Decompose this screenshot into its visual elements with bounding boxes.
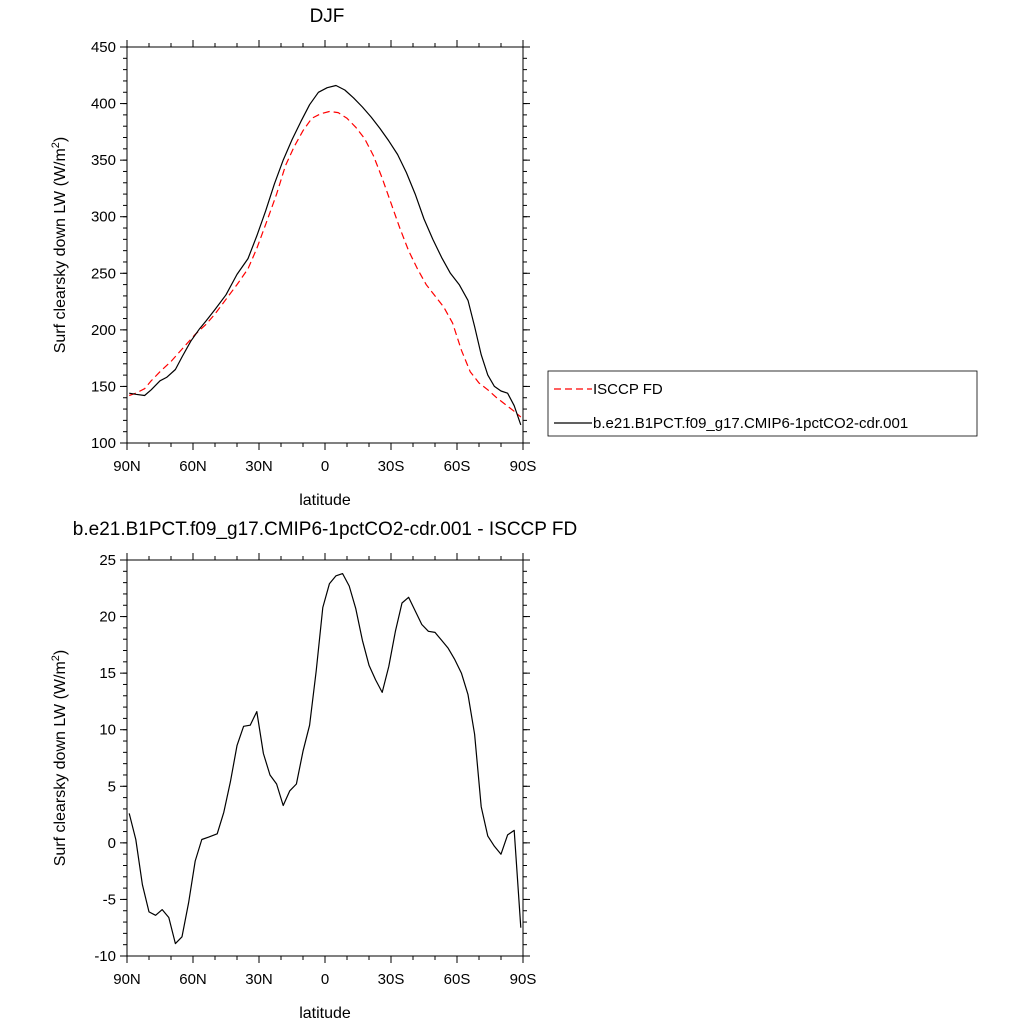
x-tick-label: 0 xyxy=(321,458,329,475)
x-tick-label: 90S xyxy=(510,971,537,988)
y-tick-label: 200 xyxy=(91,322,116,339)
plot-frame xyxy=(126,46,524,444)
y-tick-label: 0 xyxy=(108,835,116,852)
y-tick-label: 20 xyxy=(99,609,116,626)
y-tick-label: 400 xyxy=(91,96,116,113)
y-axis-title-superscript: 2 xyxy=(50,655,62,661)
y-tick-label: -10 xyxy=(94,948,116,965)
series-line-1 xyxy=(129,110,522,418)
x-axis-title: latitude xyxy=(299,492,351,509)
x-tick-label: 60S xyxy=(444,971,471,988)
chart-panel-2: b.e21.B1PCT.f09_g17.CMIP6-1pctCO2-cdr.00… xyxy=(50,519,577,1022)
x-tick-label: 30S xyxy=(378,458,405,475)
chart-panel-1: DJF 100 150 200 250 300 350 400 450 90N 60N 30N 0 30S… xyxy=(50,6,978,509)
y-tick-label: 450 xyxy=(91,39,116,56)
legend-frame xyxy=(547,370,978,437)
x-tick-label: 60N xyxy=(179,458,207,475)
x-tick-label: 90S xyxy=(510,458,537,475)
y-tick-label: 150 xyxy=(91,378,116,395)
y-tick-label: 100 xyxy=(91,435,116,452)
x-tick-label: 30N xyxy=(245,458,273,475)
y-axis-title-close: ) xyxy=(52,650,69,655)
y-tick-label: 15 xyxy=(99,665,116,682)
chart-title: DJF xyxy=(310,6,345,27)
y-axis-title: Surf clearsky down LW (W/m2) xyxy=(50,137,69,354)
y-tick-label: 300 xyxy=(91,209,116,226)
y-tick-label: 5 xyxy=(108,778,116,795)
chart-title: b.e21.B1PCT.f09_g17.CMIP6-1pctCO2-cdr.00… xyxy=(73,519,577,540)
series-line-2 xyxy=(129,84,522,426)
y-axis-title-main: Surf clearsky down LW (W/m xyxy=(52,148,69,353)
plot-frame xyxy=(126,559,524,957)
x-tick-label: 90N xyxy=(113,458,141,475)
y-tick-label: 250 xyxy=(91,265,116,282)
x-tick-label: 30S xyxy=(378,971,405,988)
y-axis-title-main: Surf clearsky down LW (W/m xyxy=(52,661,69,866)
y-tick-label: -5 xyxy=(103,891,116,908)
legend: ISCCP FD b.e21.B1PCT.f09_g17.CMIP6-1pctCO… xyxy=(547,370,978,437)
y-tick-label: 10 xyxy=(99,722,116,739)
y-axis-title-close: ) xyxy=(52,137,69,142)
y-axis-title-superscript: 2 xyxy=(50,142,62,148)
y-axis-title: Surf clearsky down LW (W/m2) xyxy=(50,650,69,867)
x-axis-title: latitude xyxy=(299,1005,351,1022)
y-tick-label: 350 xyxy=(91,152,116,169)
legend-label-2: b.e21.B1PCT.f09_g17.CMIP6-1pctCO2-cdr.00… xyxy=(593,415,908,432)
x-tick-label: 60N xyxy=(179,971,207,988)
x-tick-label: 90N xyxy=(113,971,141,988)
series-line-1 xyxy=(128,572,522,945)
x-tick-label: 60S xyxy=(444,458,471,475)
x-tick-label: 30N xyxy=(245,971,273,988)
legend-label-1: ISCCP FD xyxy=(593,381,663,398)
y-tick-label: 25 xyxy=(99,552,116,569)
x-tick-label: 0 xyxy=(321,971,329,988)
